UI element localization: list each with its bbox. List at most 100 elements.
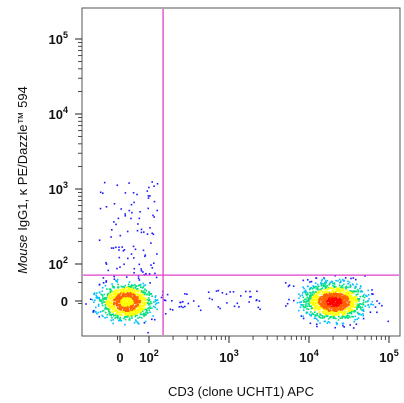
- event-dot: [108, 313, 110, 315]
- event-dot: [120, 208, 122, 210]
- event-dot: [326, 322, 329, 324]
- event-dot: [332, 290, 334, 293]
- event-dot: [153, 185, 155, 187]
- event-dot: [116, 304, 118, 307]
- event-dot: [334, 296, 337, 298]
- event-dot: [120, 305, 123, 307]
- event-dot: [361, 306, 364, 309]
- event-dot: [128, 293, 130, 296]
- event-dot: [101, 290, 103, 292]
- event-dot: [132, 299, 134, 302]
- event-dot: [125, 286, 128, 289]
- event-dot: [113, 302, 116, 305]
- event-dot: [102, 282, 105, 284]
- event-dot: [324, 300, 327, 302]
- event-dot: [137, 306, 139, 309]
- event-dot: [156, 253, 158, 255]
- event-dot: [321, 317, 324, 319]
- y-tick-label: 104: [49, 105, 68, 122]
- event-dot: [98, 298, 101, 301]
- event-dot: [350, 301, 352, 303]
- event-dot: [352, 299, 355, 301]
- event-dot: [341, 288, 344, 290]
- event-dot: [116, 184, 119, 186]
- event-dot: [355, 299, 358, 301]
- event-dot: [124, 316, 126, 318]
- event-dot: [136, 288, 139, 290]
- event-dot: [144, 254, 147, 256]
- event-dot: [328, 306, 331, 309]
- event-dot: [333, 308, 336, 310]
- event-dot: [322, 300, 325, 303]
- event-dot: [96, 296, 98, 298]
- event-dot: [365, 294, 367, 297]
- event-dot: [335, 310, 338, 312]
- event-dot: [326, 290, 328, 293]
- event-dot: [335, 313, 337, 315]
- event-dot: [112, 308, 114, 311]
- event-dot: [309, 294, 311, 297]
- event-dot: [144, 284, 147, 286]
- event-dot: [305, 311, 308, 314]
- event-dot: [352, 304, 354, 307]
- event-dot: [117, 286, 119, 288]
- event-dot: [103, 181, 106, 184]
- event-dot: [146, 301, 148, 304]
- event-dot: [321, 315, 324, 318]
- event-dot: [112, 306, 114, 308]
- event-dot: [135, 285, 138, 287]
- event-dot: [350, 313, 353, 315]
- event-dot: [145, 293, 148, 296]
- event-dot: [105, 301, 107, 303]
- event-dot: [102, 315, 104, 318]
- event-dot: [359, 295, 362, 298]
- event-dot: [127, 283, 130, 286]
- event-dot: [331, 281, 334, 283]
- event-dot: [105, 263, 108, 265]
- event-dot: [132, 284, 135, 287]
- event-dot: [108, 294, 110, 297]
- event-dot: [144, 308, 146, 311]
- event-dot: [122, 250, 125, 252]
- event-dot: [346, 300, 349, 302]
- event-dot: [322, 283, 324, 285]
- event-dot: [324, 312, 326, 315]
- event-dot: [111, 229, 113, 231]
- event-dot: [111, 304, 114, 307]
- event-dot: [105, 281, 107, 283]
- event-dot: [132, 307, 135, 310]
- event-dot: [115, 298, 117, 300]
- event-dot: [99, 300, 101, 302]
- event-dot: [127, 303, 130, 305]
- event-dot: [372, 304, 374, 306]
- event-dot: [347, 286, 349, 289]
- event-dot: [338, 288, 341, 291]
- event-dot: [364, 305, 367, 307]
- event-dot: [140, 307, 143, 309]
- event-dot: [107, 308, 109, 310]
- event-dot: [334, 310, 337, 312]
- event-dot: [147, 307, 149, 310]
- event-dot: [334, 309, 337, 311]
- event-dot: [111, 313, 113, 316]
- event-dot: [153, 200, 156, 203]
- event-dot: [353, 311, 355, 313]
- event-dot: [132, 293, 134, 295]
- event-dot: [352, 327, 355, 329]
- event-dot: [127, 292, 130, 295]
- event-dot: [93, 292, 96, 294]
- event-dot: [115, 293, 117, 295]
- event-dot: [358, 298, 361, 300]
- event-dot: [124, 318, 127, 321]
- event-dot: [318, 311, 321, 313]
- event-dot: [342, 296, 345, 298]
- event-dot: [322, 304, 325, 307]
- event-dot: [119, 317, 121, 320]
- event-dot: [336, 299, 338, 302]
- event-dot: [324, 311, 327, 314]
- event-dot: [138, 304, 141, 307]
- event-dot: [94, 299, 96, 301]
- event-dot: [355, 323, 358, 325]
- event-dot: [215, 290, 218, 292]
- event-dot: [140, 304, 143, 307]
